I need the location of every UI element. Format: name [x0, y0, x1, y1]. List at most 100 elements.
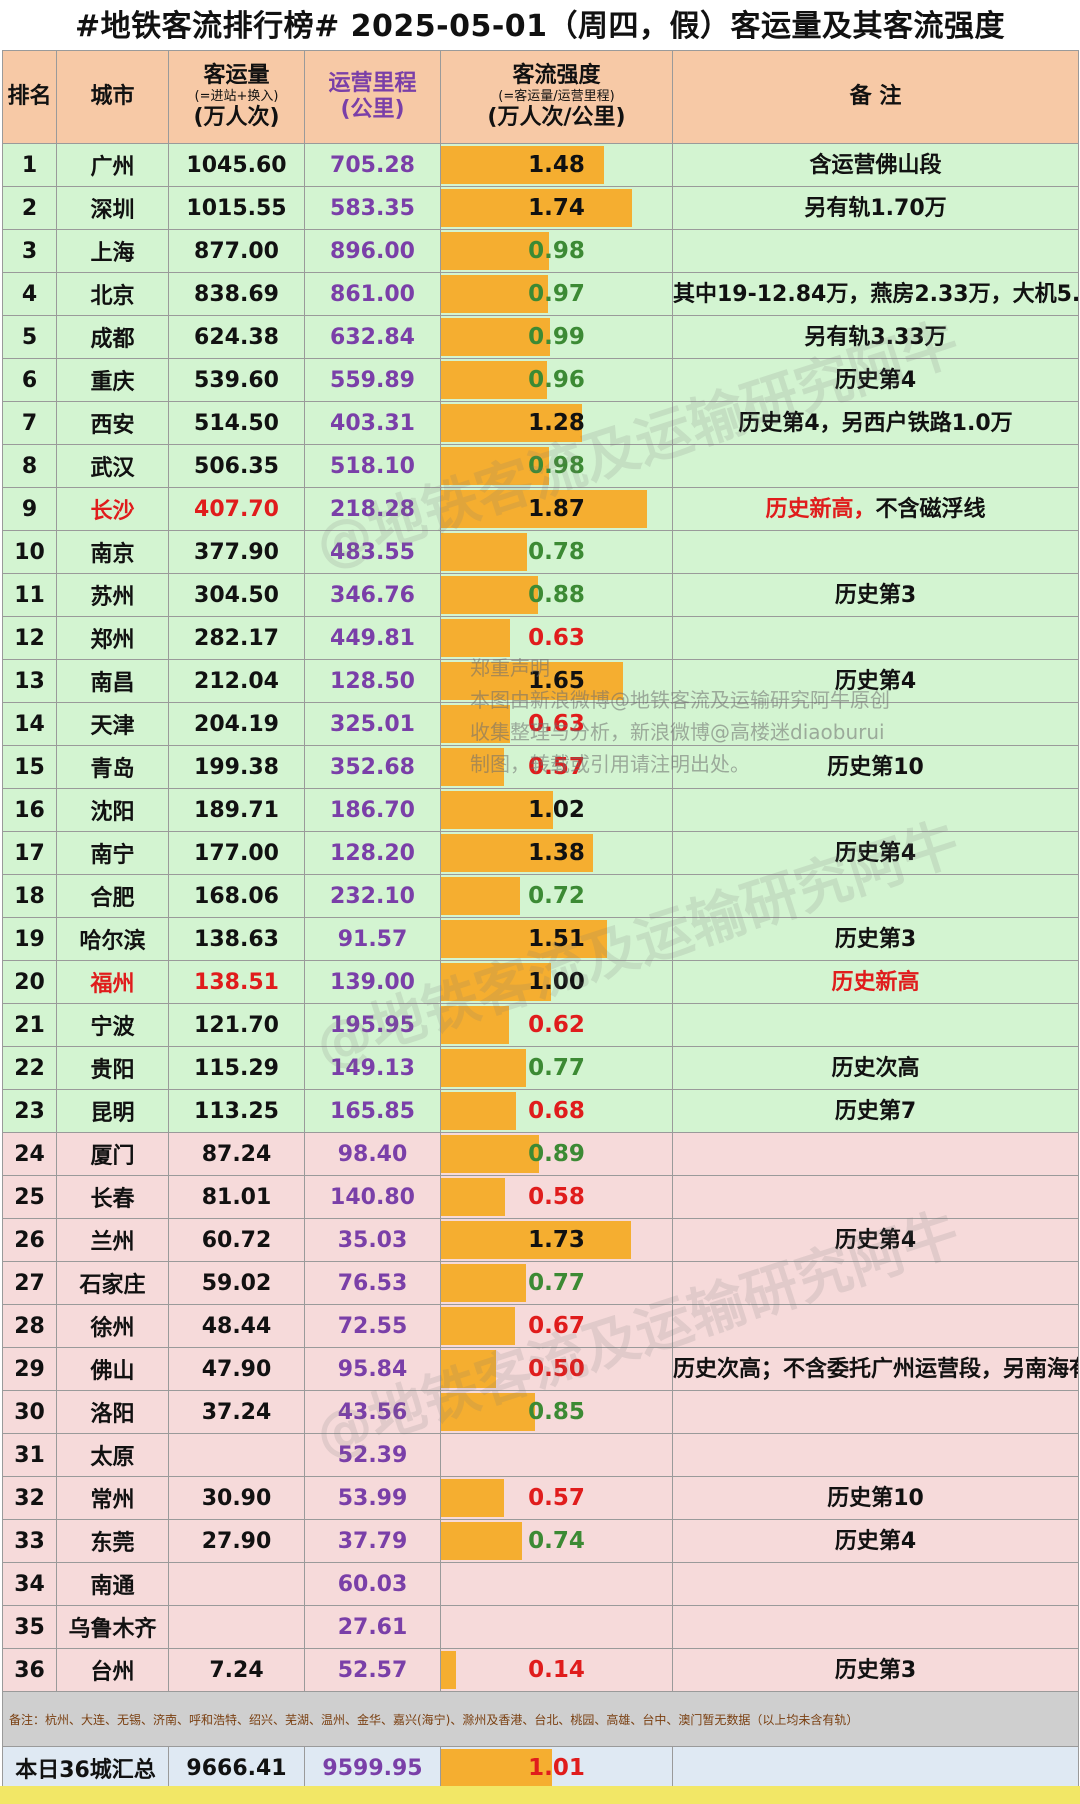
intensity-cell: [440, 1562, 673, 1606]
table-row: 34 南通 60.03: [2, 1562, 1079, 1606]
note-cell: [672, 229, 1079, 273]
table-row: 4 北京 838.69 861.00 0.97 其中19-12.84万，燕房2.33万，大…: [2, 272, 1079, 316]
table-row: 36 台州 7.24 52.57 0.14 历史第3: [2, 1648, 1079, 1692]
rank-cell: 3: [2, 229, 57, 273]
city-cell: 合肥: [56, 874, 169, 918]
note-cell: [672, 444, 1079, 488]
note-text: 历史第4: [834, 840, 917, 866]
city-cell: 南通: [56, 1562, 169, 1606]
intensity-cell: 0.58: [440, 1175, 673, 1219]
intensity-value: 0.88: [528, 582, 585, 608]
note-text: 其中19-12.84万，燕房2.33万，大机5.63万: [673, 281, 1078, 307]
rank-cell: 21: [2, 1003, 57, 1047]
city-cell: 常州: [56, 1476, 169, 1520]
intensity-cell: 0.97: [440, 272, 673, 316]
intensity-cell: 0.77: [440, 1046, 673, 1090]
mileage-cell: 186.70: [304, 788, 441, 832]
rank-cell: 20: [2, 960, 57, 1004]
ridership-cell: 113.25: [168, 1089, 305, 1133]
note-cell: 历史新高: [672, 960, 1079, 1004]
mileage-cell: 325.01: [304, 702, 441, 746]
ridership-cell: 282.17: [168, 616, 305, 660]
rank-cell: 14: [2, 702, 57, 746]
intensity-bar: [441, 791, 554, 829]
total-mileage: 9599.95: [304, 1746, 441, 1790]
rank-cell: 6: [2, 358, 57, 402]
intensity-bar: [441, 1350, 496, 1388]
city-cell: 武汉: [56, 444, 169, 488]
intensity-bar: [441, 189, 633, 227]
city-cell: 宁波: [56, 1003, 169, 1047]
table-row: 20 福州 138.51 139.00 1.00 历史新高: [2, 960, 1079, 1004]
table-row: 12 郑州 282.17 449.81 0.63: [2, 616, 1079, 660]
mileage-cell: 449.81: [304, 616, 441, 660]
note-cell: 历史第4: [672, 358, 1079, 402]
ridership-cell: 877.00: [168, 229, 305, 273]
city-cell: 贵阳: [56, 1046, 169, 1090]
note-cell: 另有轨1.70万: [672, 186, 1079, 230]
mileage-cell: 76.53: [304, 1261, 441, 1305]
city-cell: 北京: [56, 272, 169, 316]
ridership-cell: 189.71: [168, 788, 305, 832]
mileage-cell: 37.79: [304, 1519, 441, 1563]
intensity-bar: [441, 1522, 523, 1560]
note-cell: 历史新高，不含磁浮线: [672, 487, 1079, 531]
header-notes: 备 注: [672, 50, 1079, 144]
table-row: 13 南昌 212.04 128.50 1.65 历史第4: [2, 659, 1079, 703]
intensity-cell: 0.72: [440, 874, 673, 918]
mileage-cell: 232.10: [304, 874, 441, 918]
intensity-value: 0.67: [528, 1313, 585, 1339]
city-cell: 西安: [56, 401, 169, 445]
ridership-cell: 30.90: [168, 1476, 305, 1520]
intensity-bar: [441, 1651, 457, 1689]
note-text: 历史第3: [834, 926, 917, 952]
header-intensity-unit: (万人次/公里): [487, 105, 626, 130]
city-cell: 徐州: [56, 1304, 169, 1348]
intensity-value: 1.02: [528, 797, 585, 823]
rank-cell: 36: [2, 1648, 57, 1692]
mileage-cell: 583.35: [304, 186, 441, 230]
intensity-value: 0.68: [528, 1098, 585, 1124]
ridership-cell: 87.24: [168, 1132, 305, 1176]
note-cell: 历史第4: [672, 1519, 1079, 1563]
mileage-cell: 165.85: [304, 1089, 441, 1133]
intensity-bar: [441, 834, 593, 872]
intensity-bar: [441, 576, 538, 614]
header-intensity-main: 客流强度: [512, 63, 601, 88]
intensity-bar: [441, 748, 504, 786]
ridership-cell: 407.70: [168, 487, 305, 531]
intensity-bar: [441, 318, 550, 356]
rank-cell: 15: [2, 745, 57, 789]
intensity-bar: [441, 1049, 526, 1087]
table-row: 16 沈阳 189.71 186.70 1.02: [2, 788, 1079, 832]
note-cell: 历史第10: [672, 745, 1079, 789]
mileage-cell: 128.20: [304, 831, 441, 875]
rank-cell: 33: [2, 1519, 57, 1563]
rank-cell: 2: [2, 186, 57, 230]
mileage-cell: 128.50: [304, 659, 441, 703]
note-cell: 历史次高；不含委托广州运营段，另南海有轨3.37万: [672, 1347, 1079, 1391]
footnote-row: 备注：杭州、大连、无锡、济南、呼和浩特、绍兴、芜湖、温州、金华、嘉兴(海宁)、滁…: [2, 1691, 1079, 1747]
intensity-cell: 0.62: [440, 1003, 673, 1047]
intensity-cell: 0.68: [440, 1089, 673, 1133]
table-row: 2 深圳 1015.55 583.35 1.74 另有轨1.70万: [2, 186, 1079, 230]
table-row: 10 南京 377.90 483.55 0.78: [2, 530, 1079, 574]
rank-cell: 12: [2, 616, 57, 660]
intensity-value: 0.98: [528, 453, 585, 479]
rank-cell: 7: [2, 401, 57, 445]
note-cell: [672, 1132, 1079, 1176]
mileage-cell: 403.31: [304, 401, 441, 445]
city-cell: 上海: [56, 229, 169, 273]
note-cell: 历史第7: [672, 1089, 1079, 1133]
intensity-value: 0.77: [528, 1055, 585, 1081]
mileage-cell: 35.03: [304, 1218, 441, 1262]
city-cell: 深圳: [56, 186, 169, 230]
header-mileage: 运营里程 (公里): [304, 50, 441, 144]
table-row: 30 洛阳 37.24 43.56 0.85: [2, 1390, 1079, 1434]
mileage-cell: 72.55: [304, 1304, 441, 1348]
table-row: 5 成都 624.38 632.84 0.99 另有轨3.33万: [2, 315, 1079, 359]
ridership-cell: 138.51: [168, 960, 305, 1004]
city-cell: 南京: [56, 530, 169, 574]
